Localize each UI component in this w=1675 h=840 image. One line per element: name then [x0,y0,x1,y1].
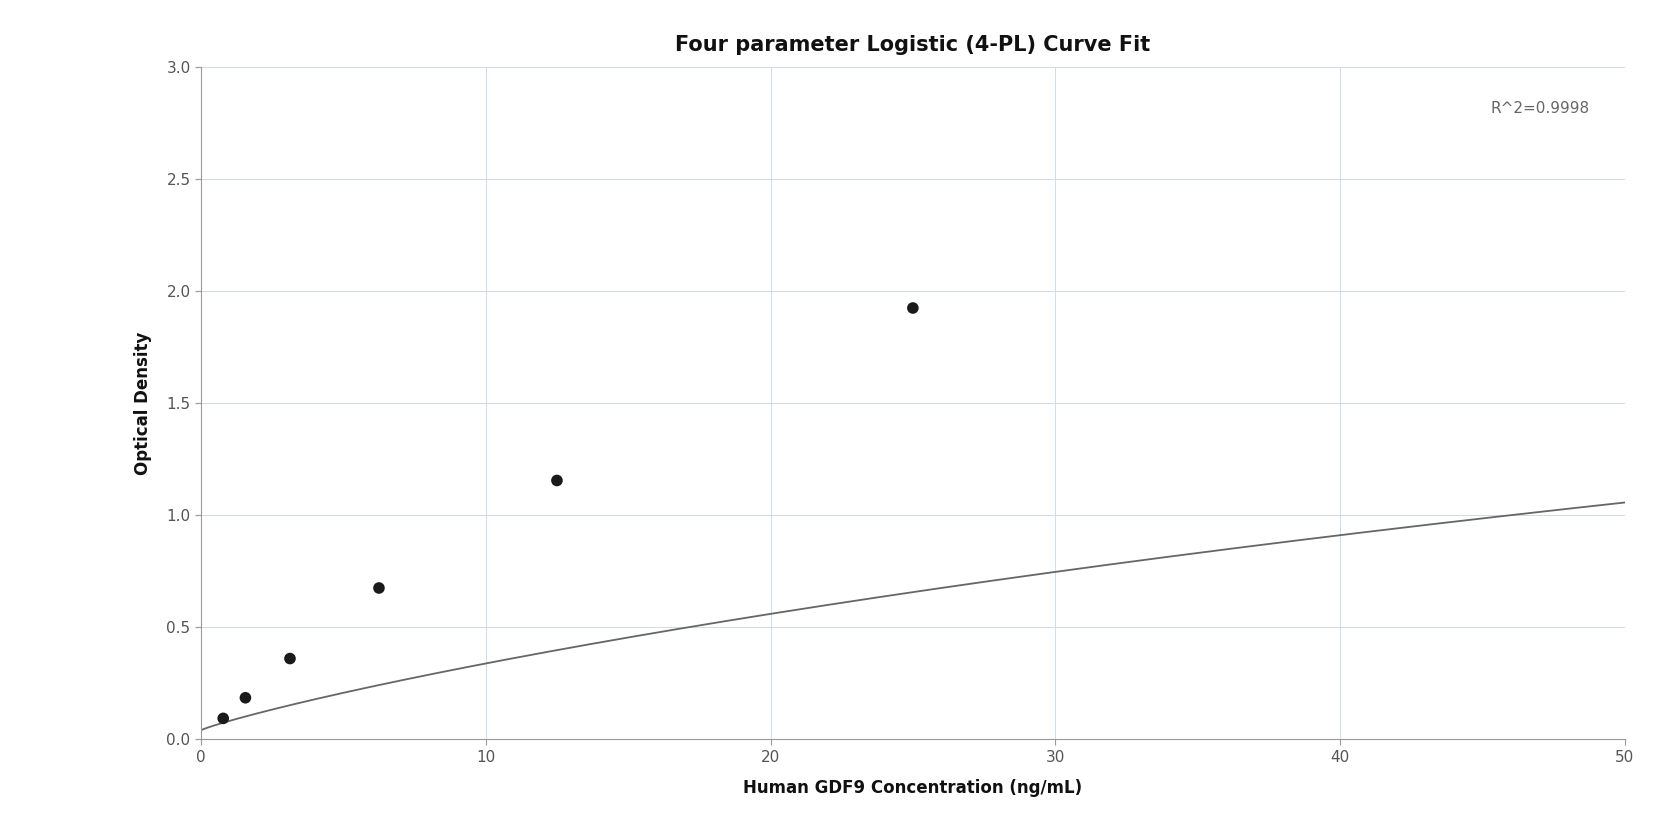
Y-axis label: Optical Density: Optical Density [134,332,152,475]
Title: Four parameter Logistic (4-PL) Curve Fit: Four parameter Logistic (4-PL) Curve Fit [675,34,1151,55]
Point [365,581,392,595]
X-axis label: Human GDF9 Concentration (ng/mL): Human GDF9 Concentration (ng/mL) [744,779,1082,796]
Point [276,652,303,665]
Point [209,711,236,725]
Point [899,302,926,315]
Text: R^2=0.9998: R^2=0.9998 [1491,101,1590,116]
Point [233,691,260,705]
Point [543,474,570,487]
